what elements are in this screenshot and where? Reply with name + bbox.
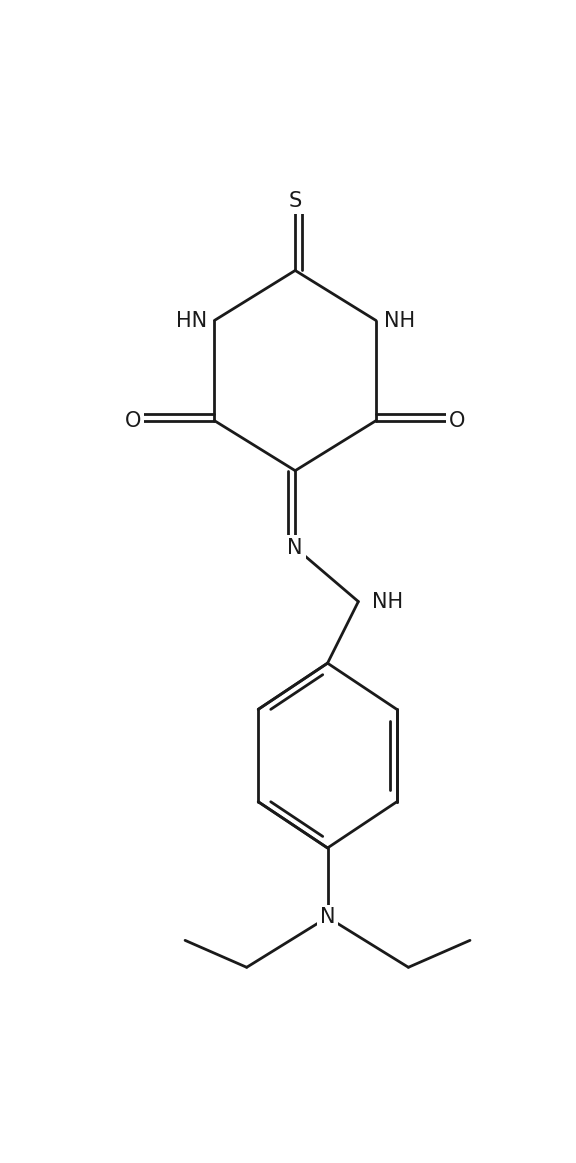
- Text: O: O: [449, 411, 465, 430]
- Text: S: S: [289, 191, 302, 212]
- Text: HN: HN: [176, 311, 207, 330]
- Text: N: N: [320, 907, 335, 927]
- Text: O: O: [126, 411, 142, 430]
- Text: NH: NH: [372, 592, 403, 612]
- Text: N: N: [287, 537, 303, 558]
- Text: NH: NH: [384, 311, 415, 330]
